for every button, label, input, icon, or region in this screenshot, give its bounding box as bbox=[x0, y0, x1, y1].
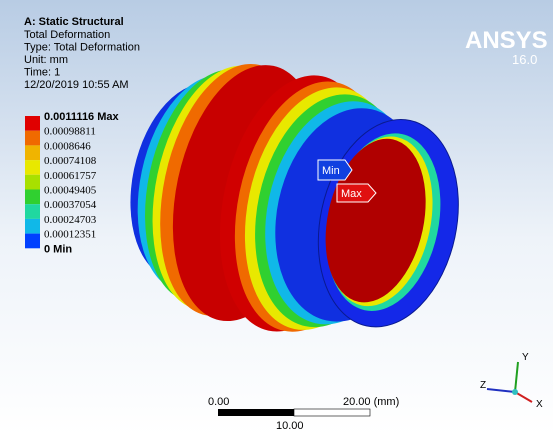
legend-label: 0.00024703 bbox=[44, 214, 97, 226]
inner-surface bbox=[325, 138, 426, 303]
max-probe: Max bbox=[336, 183, 377, 203]
legend-label: 0.00098811 bbox=[44, 126, 96, 138]
legend-label: 0.0008646 bbox=[44, 140, 91, 152]
legend: 0.0011116 Max 0.00098811 0.0008646 0.000741… bbox=[25, 111, 120, 255]
legend-label: 0.00061757 bbox=[44, 170, 97, 182]
legend-swatch bbox=[25, 233, 40, 249]
header-line: 12/20/2019 10:55 AM bbox=[24, 79, 129, 91]
logo-name: ANSYS bbox=[465, 27, 548, 54]
header-title: A: Static Structural bbox=[24, 16, 124, 28]
model bbox=[130, 63, 459, 332]
header-line: Time: 1 bbox=[24, 67, 60, 79]
legend-swatch bbox=[25, 189, 40, 205]
legend-swatch bbox=[25, 218, 40, 234]
min-probe: Min bbox=[317, 159, 353, 181]
legend-label: 0 Min bbox=[44, 243, 72, 255]
triad-x: X bbox=[536, 399, 543, 410]
legend-swatch bbox=[25, 204, 40, 219]
scale-end: 20.00 (mm) bbox=[343, 396, 399, 408]
triad-y: Y bbox=[522, 352, 529, 363]
triad-z: Z bbox=[480, 380, 486, 391]
legend-label: 0.00049405 bbox=[44, 185, 97, 197]
triad: Y X Z bbox=[480, 352, 543, 410]
scale-start: 0.00 bbox=[208, 396, 229, 408]
legend-label: 0.00012351 bbox=[44, 229, 96, 241]
legend-swatch bbox=[25, 174, 40, 190]
max-label: Max bbox=[341, 188, 362, 200]
legend-label: 0.00037054 bbox=[44, 199, 97, 211]
min-label: Min bbox=[322, 165, 340, 177]
legend-label: 0.0011116 Max bbox=[44, 111, 120, 123]
legend-swatch bbox=[25, 130, 40, 146]
scale-bar: 0.00 20.00 (mm) 10.00 bbox=[208, 396, 399, 432]
scale-middle: 10.00 bbox=[276, 420, 304, 432]
legend-label: 0.00074108 bbox=[44, 155, 97, 167]
legend-swatch bbox=[25, 160, 40, 175]
legend-swatch bbox=[25, 145, 40, 161]
legend-swatch bbox=[25, 116, 40, 131]
header-line: Unit: mm bbox=[24, 54, 68, 66]
header-line: Type: Total Deformation bbox=[24, 42, 140, 54]
header-line: Total Deformation bbox=[24, 29, 110, 41]
logo-version: 16.0 bbox=[512, 52, 537, 67]
